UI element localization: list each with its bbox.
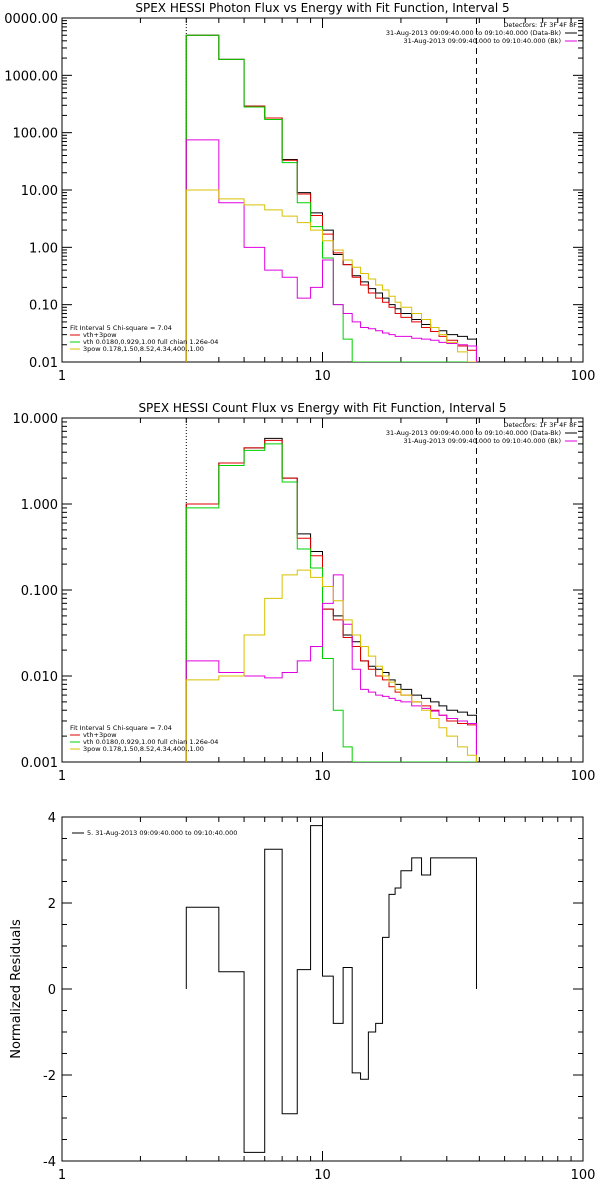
series-line-1 <box>185 437 477 762</box>
y-tick-label: -2 <box>43 1069 56 1084</box>
x-axis-ticks <box>61 817 572 1161</box>
x-axis-ticks <box>61 18 572 362</box>
y-tick-label: 0 <box>48 983 56 998</box>
y-tick-label: 100.00 <box>13 127 59 142</box>
x-tick-label: 100 <box>571 369 596 384</box>
chart-title: SPEX HESSI Photon Flux vs Energy with Fi… <box>135 1 509 15</box>
series-line-5 <box>185 569 477 762</box>
y-tick-label: 0.010 <box>21 670 58 685</box>
chart-panel-1: SPEX HESSI Photon Flux vs Energy with Fi… <box>4 1 595 384</box>
y-axis-ticks <box>62 816 583 1162</box>
chart-title: SPEX HESSI Count Flux vs Energy with Fit… <box>138 401 506 415</box>
x-tick-label: 1 <box>58 369 66 384</box>
x-tick-label: 100 <box>571 1168 596 1183</box>
x-tick-label: 100 <box>571 769 596 784</box>
legend-entry-label: vth+3pow <box>83 331 117 339</box>
x-tick-label: 1 <box>58 769 66 784</box>
y-tick-label: 1.000 <box>21 498 58 513</box>
x-tick-label: 10 <box>314 1168 331 1183</box>
y-tick-label: 0.001 <box>21 756 58 771</box>
series-line-3 <box>185 443 477 762</box>
series-line-2 <box>185 439 477 762</box>
plot-frame <box>61 17 584 363</box>
y-tick-label: 0000.00 <box>4 12 58 27</box>
y-tick-label: -4 <box>43 1155 56 1170</box>
legend-entry-label: 3pow 0.178,1.50,8.52,4.34,400.,1.00 <box>83 345 204 353</box>
chart-panel-2: SPEX HESSI Count Flux vs Energy with Fit… <box>13 401 596 784</box>
y-tick-label: 2 <box>48 897 56 912</box>
series-line-4 <box>185 139 477 362</box>
x-tick-label: 10 <box>314 769 331 784</box>
series-line-5 <box>185 189 477 362</box>
x-tick-label: 1 <box>58 1168 66 1183</box>
series-line-1 <box>185 825 477 1153</box>
legend-top: 5. 31-Aug-2013 09:09:40.000 to 09:10:40.… <box>72 829 237 837</box>
y-tick-label: 0.10 <box>29 299 58 314</box>
y-tick-label: 10.00 <box>21 184 58 199</box>
y-tick-label: 0.100 <box>21 584 58 599</box>
legend-bottom: Fit Interval 5 Chi-square = 7.04vth+3pow… <box>70 724 218 753</box>
legend-entry-label: vth+3pow <box>83 731 117 739</box>
chart-panel-3: 1 10 100 -4 -2 0 2 4 Normalized Residuals 5. 31-A… <box>9 811 595 1183</box>
legend-entry-label: vth 0.0180,0.929,1.00 full chian 1.26e-0… <box>83 738 218 746</box>
y-tick-label: 1000.00 <box>4 69 58 84</box>
legend-header: Fit Interval 5 Chi-square = 7.04 <box>70 324 172 332</box>
y-axis-label: Normalized Residuals <box>9 919 24 1059</box>
y-tick-label: 0.01 <box>29 356 58 371</box>
legend-entry-label: 31-Aug-2013 09:09:40.000 to 09:10:40.000… <box>404 437 561 445</box>
legend-entry-label: 31-Aug-2013 09:09:40.000 to 09:10:40.000… <box>404 37 561 45</box>
y-axis-ticks <box>62 421 583 763</box>
legend-entry-label: 5. 31-Aug-2013 09:09:40.000 to 09:10:40.… <box>87 829 237 837</box>
legend-header: Fit Interval 5 Chi-square = 7.04 <box>70 724 172 732</box>
y-tick-label: 4 <box>48 811 56 826</box>
legend-entry-label: 31-Aug-2013 09:09:40.000 to 09:10:40.000… <box>386 29 561 37</box>
x-tick-label: 10 <box>314 369 331 384</box>
y-tick-label: 10.000 <box>13 412 59 427</box>
legend-header: Detectors: 1F 3F 4F 8F <box>503 21 577 29</box>
legend-bottom: Fit Interval 5 Chi-square = 7.04vth+3pow… <box>70 324 218 353</box>
legend-header: Detectors: 1F 3F 4F 8F <box>503 421 577 429</box>
x-axis-ticks <box>61 418 572 762</box>
legend-entry-label: 31-Aug-2013 09:09:40.000 to 09:10:40.000… <box>386 429 561 437</box>
series-line-4 <box>185 574 477 762</box>
legend-entry-label: 3pow 0.178,1.50,8.52,4.34,400.,1.00 <box>83 745 204 753</box>
legend-entry-label: vth 0.0180,0.929,1.00 full chian 1.26e-0… <box>83 338 218 346</box>
y-axis-ticks <box>62 20 583 363</box>
y-tick-label: 1.00 <box>29 241 58 256</box>
